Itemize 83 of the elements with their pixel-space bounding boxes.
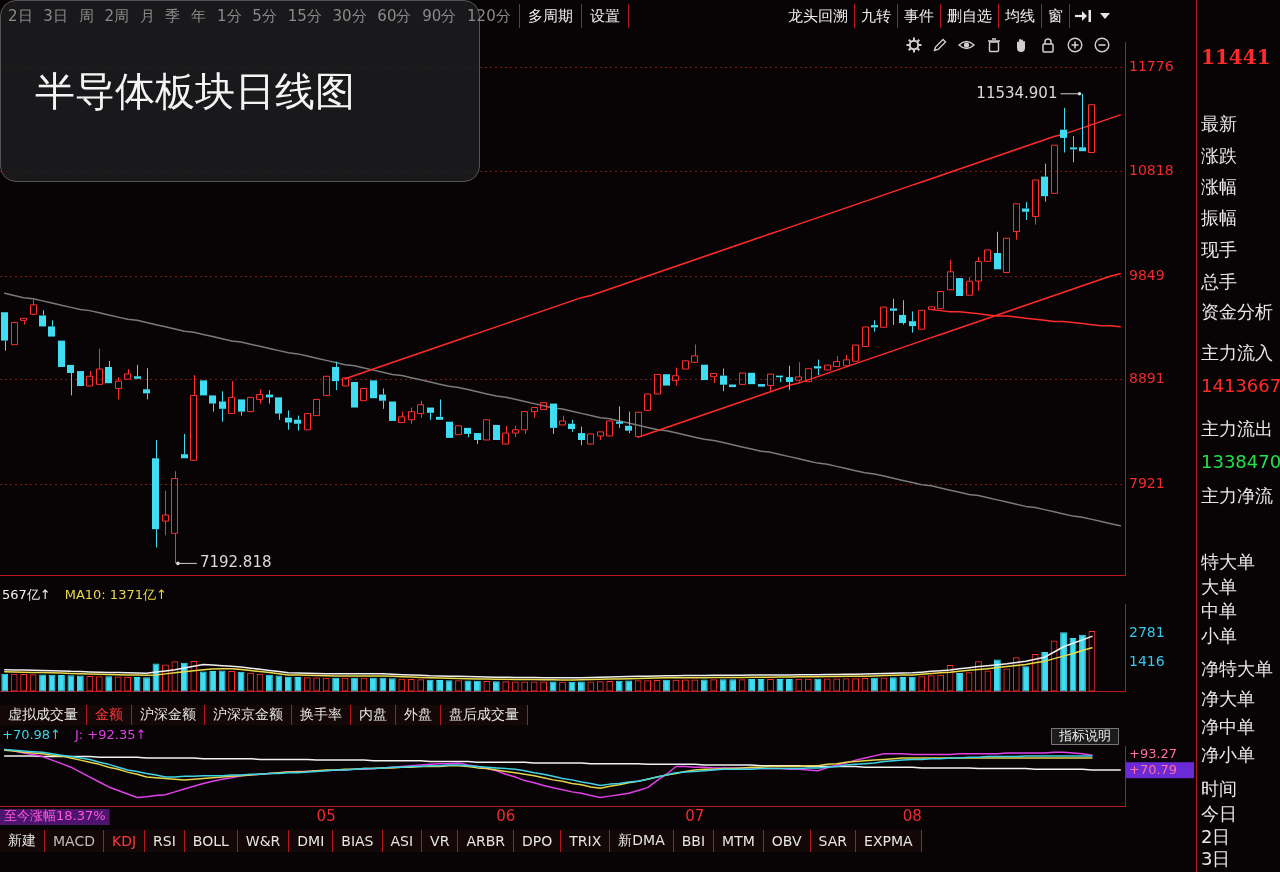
text: TRIX (561, 830, 611, 852)
text: RSI (145, 830, 185, 852)
annotation: 7192.818 (199, 553, 272, 572)
text: 设置 (581, 4, 629, 28)
text: 事件 (898, 4, 941, 28)
text: 小单 (1201, 625, 1237, 647)
text: EXPMA (856, 830, 922, 852)
text: 1338470 (1201, 451, 1280, 473)
text: 资金分析 (1201, 301, 1273, 323)
text: 新DMA (610, 830, 674, 852)
text: 九转 (855, 4, 898, 28)
text: 主力流入 (1201, 342, 1273, 364)
text: J: +92.35↑ (74, 727, 147, 743)
annotation: 11534.901 (976, 83, 1058, 102)
text: 现手 (1201, 239, 1237, 261)
text: 净中单 (1201, 716, 1255, 738)
text: OBV (763, 830, 811, 852)
text: 窗 (1042, 4, 1070, 28)
text: 净大单 (1201, 688, 1255, 710)
y-tick-label: +70.79 (1129, 761, 1178, 777)
text: 2日 3日 周 2周 月 季 年 1分 5分 15分 30分 60分 90分 120分 (0, 4, 520, 28)
text: 2日 (1201, 826, 1231, 848)
text: 时间 (1201, 778, 1237, 800)
text: 内盘 (351, 705, 396, 725)
text: 龙头回溯 (782, 4, 855, 28)
text: 3日 (1201, 848, 1231, 870)
text: ARBR (458, 830, 515, 852)
text: KDJ (103, 830, 146, 852)
text: 金额 (87, 705, 132, 725)
text: 净小单 (1201, 744, 1255, 766)
text: 567亿↑ (2, 587, 51, 603)
text: +70.98↑ (2, 727, 62, 743)
text: 沪深京金额 (205, 705, 292, 725)
y-tick-label: 7921 (1129, 475, 1165, 492)
text: MACD (45, 830, 104, 852)
x-tick-label: 07 (685, 806, 705, 825)
text: BOLL (184, 830, 238, 852)
text: 大单 (1201, 576, 1237, 598)
y-tick-label: 8891 (1129, 370, 1165, 387)
text: 均线 (999, 4, 1042, 28)
x-tick-label: 05 (316, 806, 336, 825)
text: 振幅 (1201, 207, 1237, 229)
text: 今日 (1201, 803, 1237, 825)
text: 换手率 (292, 705, 351, 725)
text: SAR (810, 830, 857, 852)
y-tick-label: 10818 (1129, 161, 1174, 178)
text: 净特大单 (1201, 658, 1273, 680)
text: W&R (237, 830, 290, 852)
text: 多周期 (519, 4, 582, 28)
text: 特大单 (1201, 551, 1255, 573)
text: 主力净流 (1201, 485, 1273, 507)
text: 涨幅 (1201, 176, 1237, 198)
x-tick-label: 06 (496, 806, 516, 825)
text: 主力流出 (1201, 418, 1273, 440)
text: 盘后成交量 (441, 705, 528, 725)
text: 总手 (1201, 271, 1237, 293)
y-tick-label: +93.27 (1129, 745, 1178, 761)
y-tick-label: 2781 (1129, 624, 1165, 641)
text: VR (422, 830, 459, 852)
text: 指标说明 (1058, 728, 1111, 744)
text: 最新 (1201, 113, 1237, 135)
text: 中单 (1201, 600, 1237, 622)
text: 外盘 (396, 705, 441, 725)
text: MTM (714, 830, 764, 852)
y-tick-label: 9849 (1129, 266, 1165, 283)
text: 涨跌 (1201, 145, 1237, 167)
text: BIAS (333, 830, 383, 852)
text: 虚拟成交量 (0, 705, 87, 725)
x-tick-label: 08 (902, 806, 922, 825)
y-tick-label: 11776 (1129, 58, 1174, 75)
text: 删自选 (941, 4, 999, 28)
text: DPO (514, 830, 562, 852)
y-tick-label: 1416 (1129, 652, 1165, 669)
text: DMI (289, 830, 334, 852)
text: BBI (673, 830, 715, 852)
text: 至今涨幅18.37% (4, 808, 106, 824)
text: 1413667 (1201, 375, 1280, 397)
text: ASI (382, 830, 423, 852)
text: 沪深金额 (132, 705, 205, 725)
text: 半导体板块日线图 (35, 66, 355, 116)
text: MA10: 1371亿↑ (64, 587, 167, 603)
text: 新建 (0, 830, 45, 852)
text: 11441 (1201, 45, 1271, 69)
